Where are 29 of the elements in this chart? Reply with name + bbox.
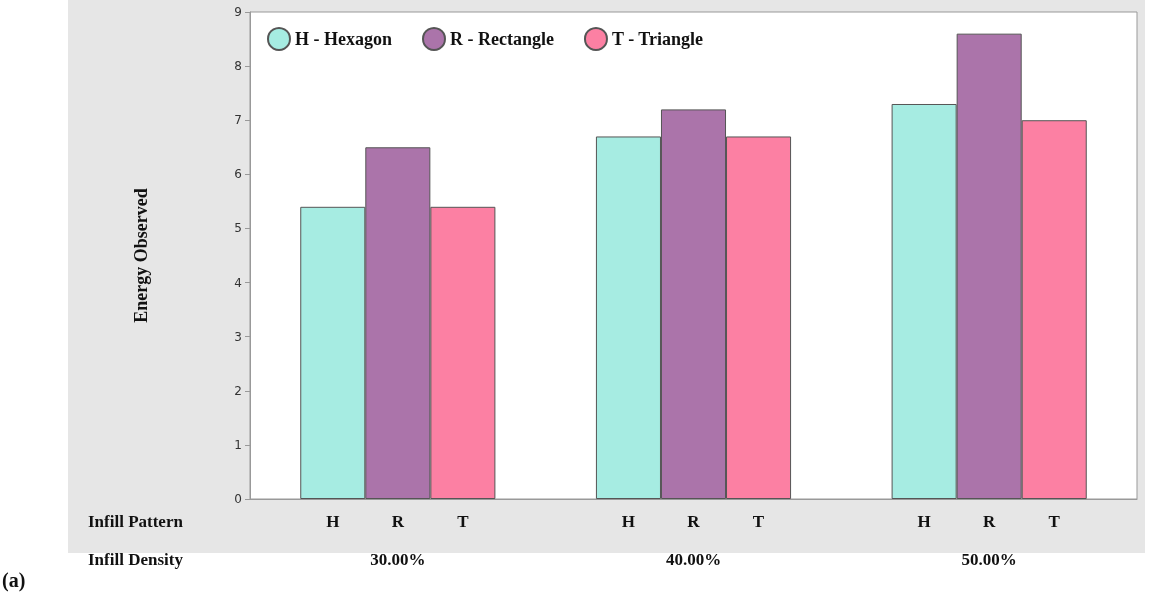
legend-label: R - Rectangle <box>450 29 554 49</box>
text: H <box>326 512 340 531</box>
y-tick-label: 5 <box>234 221 242 236</box>
y-tick-label: 0 <box>234 492 242 506</box>
y-axis-title: Energy Observed <box>131 188 151 323</box>
text: H <box>621 512 636 531</box>
text: R <box>983 512 997 531</box>
y-tick-label: 3 <box>234 329 242 344</box>
text: R <box>391 512 405 531</box>
legend-label: H - Hexagon <box>295 29 392 49</box>
text: T <box>752 512 765 531</box>
y-tick-label: 1 <box>234 437 242 452</box>
x-tick-label: 50.00% <box>961 550 1017 569</box>
y-tick-label: 7 <box>234 113 242 128</box>
legend-label: T - Triangle <box>611 29 703 49</box>
text: H <box>917 512 931 531</box>
y-tick-label: 4 <box>234 275 242 290</box>
y-tick-label: 2 <box>234 383 242 398</box>
text: Infill Pattern <box>88 512 184 531</box>
x-tick-label: 40.00% <box>665 550 722 569</box>
y-tick-label: 6 <box>234 167 242 182</box>
text: T <box>457 512 470 531</box>
y-tick-label: 8 <box>234 59 242 74</box>
text: T <box>1048 512 1061 531</box>
y-tick-label: 9 <box>234 5 242 19</box>
text: (a) <box>2 569 26 592</box>
x-tick-label: 30.00% <box>370 550 426 569</box>
x-axis-title: Infill Density <box>88 550 184 569</box>
text: R <box>687 512 701 531</box>
